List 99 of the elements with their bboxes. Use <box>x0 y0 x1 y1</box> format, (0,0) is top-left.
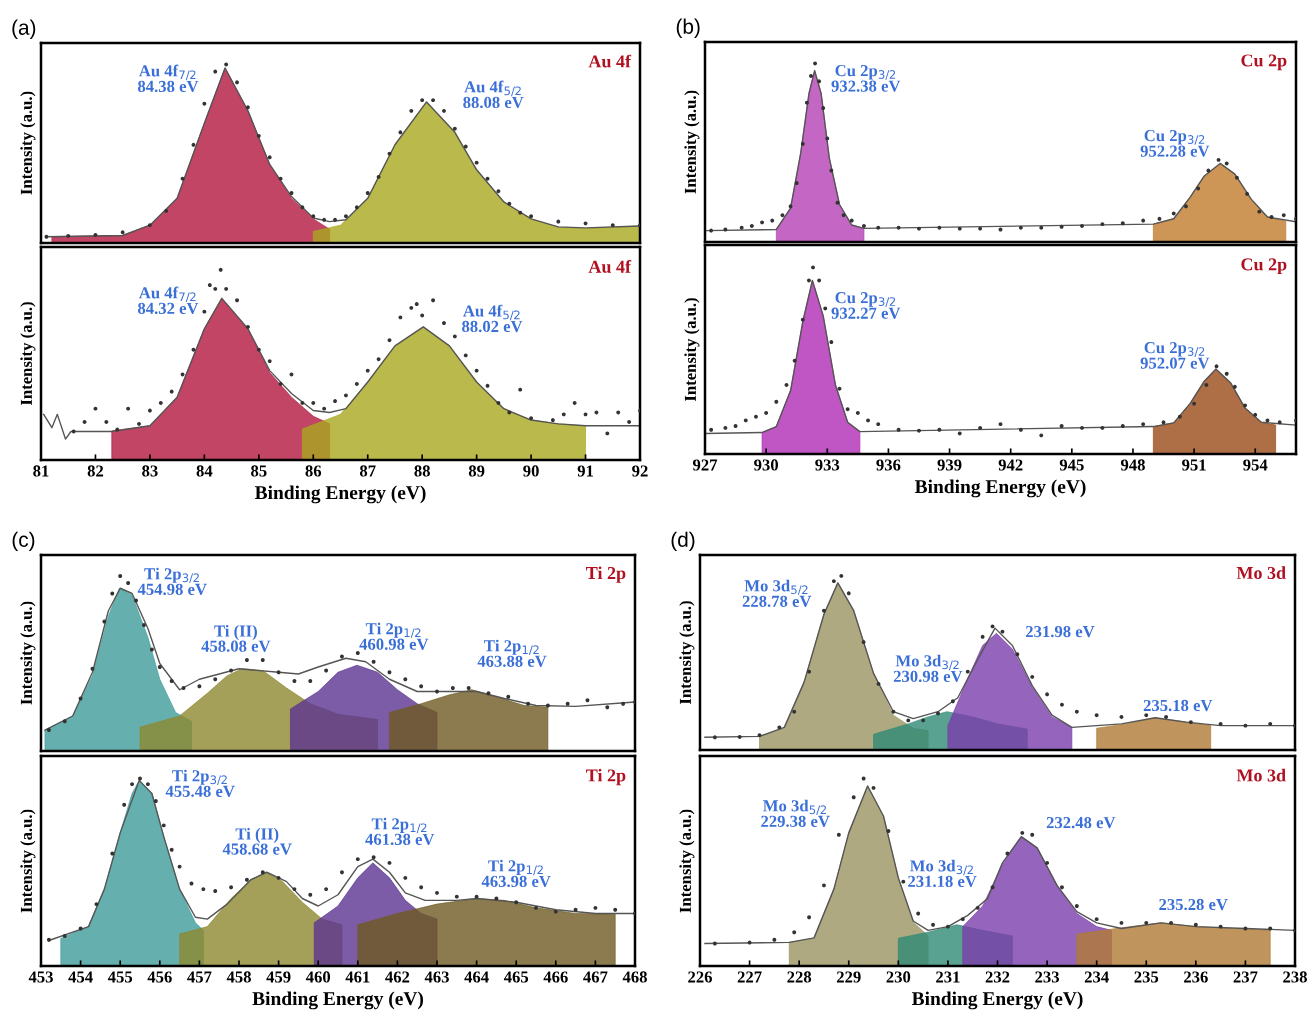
x-tick-label: 461 <box>345 971 370 983</box>
y-axis-title: Intensity (a.u.) <box>684 298 700 402</box>
annotation: Mo 3d$_{3/2}$ 231.18 eV <box>908 859 977 888</box>
annotation: Cu 2p$_{3/2}$ 932.38 eV <box>831 65 901 92</box>
annotation: Cu 2p$_{3/2}$ 932.27 eV <box>831 292 901 319</box>
x-tick-label: 454 <box>68 971 93 983</box>
annotation: Au 4f$_{5/2}$ 88.02 eV <box>462 304 523 333</box>
x-tick-label: 232 <box>985 971 1010 983</box>
y-axis-title: Intensity (a.u.) <box>20 601 36 705</box>
x-tick-label: 933 <box>815 459 840 471</box>
annotation: Au 4f$_{7/2}$ 84.32 eV <box>137 286 199 315</box>
annotation: Au 4f <box>588 54 632 68</box>
x-tick-label: 82 <box>87 465 104 477</box>
x-tick-label: 948 <box>1120 459 1145 471</box>
x-tick-label: 92 <box>632 465 648 477</box>
x-tick-label: 455 <box>107 971 133 983</box>
annotation: Ti 2p$_{1/2}$ 463.88 eV <box>477 639 547 667</box>
x-tick-label: 462 <box>385 971 410 983</box>
x-tick-label: 86 <box>305 465 322 477</box>
annotation: Ti 2p$_{3/2}$ 455.48 eV <box>165 769 235 797</box>
x-tick-label: 235 <box>1134 971 1159 983</box>
x-tick-label: 236 <box>1184 971 1208 983</box>
annotation: Ti (II) 458.08 eV <box>201 624 271 652</box>
x-axis-title: Binding Energy (eV) <box>914 479 1086 498</box>
x-tick-label: 229 <box>836 971 861 983</box>
x-tick-label: 936 <box>876 459 901 471</box>
x-tick-label: 233 <box>1035 971 1060 983</box>
x-tick-label: 463 <box>424 971 449 983</box>
annotation: Au 4f <box>588 259 632 273</box>
annotation: Cu 2p <box>1241 258 1287 275</box>
x-tick-label: 467 <box>583 971 608 983</box>
x-tick-label: 460 <box>305 971 331 983</box>
chart-title: (d) <box>671 531 695 552</box>
x-tick-label: 468 <box>622 971 647 983</box>
x-tick-label: 228 <box>787 971 812 983</box>
x-tick-label: 238 <box>1283 971 1307 983</box>
annotation: Mo 3d <box>1236 566 1286 580</box>
annotation: Ti 2p$_{1/2}$ 460.98 eV <box>359 622 429 650</box>
annotation: Au 4f$_{5/2}$ 88.08 eV <box>463 80 524 109</box>
annotation: Mo 3d$_{5/2}$ 228.78 eV <box>742 579 812 607</box>
x-tick-label: 227 <box>737 971 762 983</box>
annotation: 235.18 eV <box>1143 699 1213 712</box>
x-tick-label: 927 <box>692 459 718 471</box>
x-tick-label: 81 <box>33 465 49 477</box>
annotation: Mo 3d$_{3/2}$ 230.98 eV <box>893 654 963 683</box>
annotation: Ti 2p <box>586 566 626 583</box>
x-tick-label: 87 <box>359 465 376 477</box>
x-tick-label: 226 <box>688 971 713 983</box>
x-tick-label: 945 <box>1059 459 1084 471</box>
y-axis-title: Intensity (a.u.) <box>20 809 36 913</box>
x-tick-label: 464 <box>464 971 489 983</box>
x-tick-label: 951 <box>1182 459 1206 471</box>
x-tick-label: 453 <box>28 971 53 983</box>
annotation: Cu 2p <box>1241 54 1287 71</box>
annotation: Ti 2p$_{1/2}$ 461.38 eV <box>365 817 435 846</box>
x-tick-label: 237 <box>1233 971 1258 983</box>
chart-title: (b) <box>676 18 700 38</box>
annotation: Au 4f$_{7/2}$ 84.38 eV <box>137 64 199 93</box>
x-tick-label: 231 <box>936 971 960 983</box>
x-tick-label: 954 <box>1243 459 1268 471</box>
annotation: Ti (II) 458.68 eV <box>222 827 292 855</box>
y-axis-title: Intensity (a.u.) <box>679 601 695 705</box>
x-axis-title: Binding Energy (eV) <box>252 991 424 1010</box>
annotation: 232.48 eV <box>1046 816 1116 829</box>
x-tick-label: 458 <box>226 971 251 983</box>
chart-title: (c) <box>12 531 35 552</box>
x-tick-label: 942 <box>998 459 1023 471</box>
x-axis-title: Binding Energy (eV) <box>911 991 1083 1010</box>
annotation: 235.28 eV <box>1159 898 1228 911</box>
y-axis-title: Intensity (a.u.) <box>20 302 36 406</box>
x-tick-label: 89 <box>468 465 485 477</box>
x-tick-label: 230 <box>886 971 911 983</box>
y-axis-title: Intensity (a.u.) <box>20 91 36 195</box>
annotation: Ti 2p$_{1/2}$ 463.98 eV <box>481 859 551 888</box>
x-axis-title: Binding Energy (eV) <box>254 485 426 504</box>
annotation: 231.98 eV <box>1025 625 1095 638</box>
annotation: Mo 3d <box>1236 768 1286 782</box>
annotation: Mo 3d$_{5/2}$ 229.38 eV <box>761 799 830 828</box>
y-axis-title: Intensity (a.u.) <box>684 90 700 194</box>
x-tick-label: 91 <box>577 465 594 477</box>
x-tick-label: 234 <box>1084 971 1109 983</box>
x-tick-label: 90 <box>523 465 539 477</box>
x-tick-label: 930 <box>754 459 778 471</box>
x-tick-label: 457 <box>187 971 212 983</box>
x-tick-label: 83 <box>142 465 158 477</box>
y-axis-title: Intensity (a.u.) <box>679 809 695 913</box>
annotation: Ti 2p <box>586 768 626 786</box>
annotation: Ti 2p$_{3/2}$ 454.98 eV <box>137 567 207 596</box>
x-tick-label: 465 <box>503 971 529 983</box>
x-tick-label: 939 <box>937 459 962 471</box>
x-tick-label: 459 <box>266 971 291 983</box>
x-tick-label: 466 <box>543 971 568 983</box>
x-tick-label: 456 <box>147 971 172 983</box>
annotation: Cu 2p$_{3/2}$ 952.28 eV <box>1140 130 1210 157</box>
annotation: Cu 2p$_{3/2}$ 952.07 eV <box>1140 342 1210 369</box>
x-tick-label: 88 <box>414 465 430 477</box>
x-tick-label: 85 <box>251 465 267 477</box>
x-tick-label: 84 <box>196 465 213 477</box>
chart-title: (a) <box>12 19 36 39</box>
